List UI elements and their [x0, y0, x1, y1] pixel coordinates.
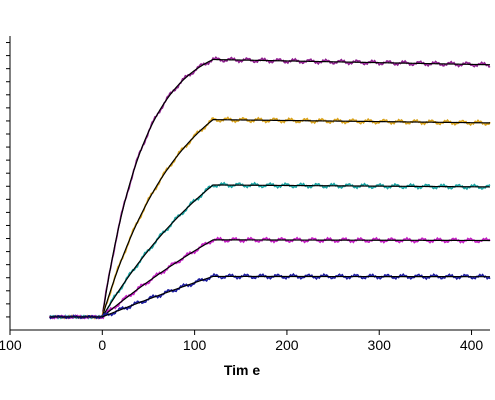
x-tick-label: 100	[0, 337, 22, 353]
x-tick-label: 300	[368, 337, 392, 353]
series-1-fit-line	[49, 58, 491, 318]
x-tick-label: 400	[460, 337, 484, 353]
x-axis-title: Tim e	[224, 362, 261, 378]
x-tick-label: 0	[98, 337, 106, 353]
x-tick-label: 200	[275, 337, 299, 353]
series-5-data-line	[49, 272, 491, 320]
series-2-fit-line	[49, 119, 491, 318]
series-3-data-line	[49, 181, 491, 320]
x-tick-label: 100	[183, 337, 207, 353]
series-4-fit-line	[49, 239, 490, 318]
series-2-data-line	[49, 116, 491, 320]
series-3-fit-line	[49, 184, 491, 318]
axes: 100 0 100 200 300 400	[0, 36, 490, 353]
curves	[49, 56, 491, 320]
series-5-fit-line	[49, 275, 490, 318]
